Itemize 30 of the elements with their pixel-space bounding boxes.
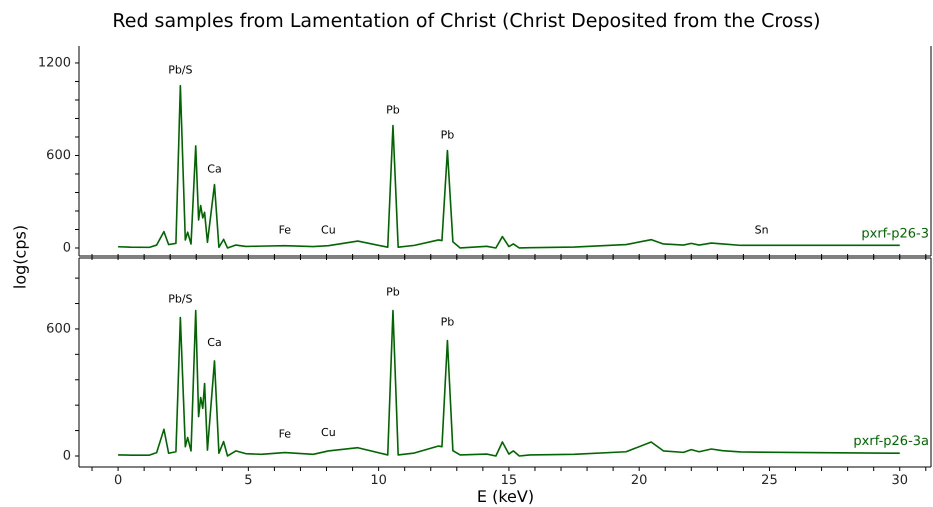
y-axis-title: log(cps) — [10, 224, 30, 290]
series-label: pxrf-p26-3a — [853, 434, 929, 450]
x-tick-label: 30 — [891, 472, 908, 488]
x-tick-label: 10 — [370, 472, 387, 488]
chart-title: Red samples from Lamentation of Christ (Christ Deposited from the Cross) — [111, 10, 822, 32]
annotation: Pb — [386, 104, 400, 117]
annotation: Pb — [440, 316, 454, 329]
y-tick-label: 600 — [46, 148, 71, 164]
annotation: Fe — [278, 224, 292, 237]
x-tick-label: 15 — [500, 472, 518, 488]
x-tick-label: 25 — [761, 472, 778, 488]
series-label: pxrf-p26-3 — [861, 226, 929, 242]
annotation: Ca — [207, 336, 222, 349]
y-tick-label: 0 — [62, 448, 71, 464]
annotation: Ca — [207, 162, 222, 176]
annotation: Sn — [754, 223, 769, 236]
annotation: Pb — [440, 128, 454, 142]
x-tick-label: 5 — [244, 472, 252, 488]
annotation: Fe — [278, 428, 292, 441]
x-axis-title: E (keV) — [476, 487, 536, 506]
annotation: Pb/S — [168, 292, 193, 306]
annotation: Cu — [321, 426, 336, 439]
annotation: Pb/S — [168, 64, 193, 77]
y-tick-label: 0 — [62, 240, 71, 256]
annotation: Pb — [386, 286, 400, 299]
x-tick-label: 0 — [114, 472, 122, 488]
annotation: Cu — [321, 224, 336, 237]
x-tick-label: 20 — [630, 472, 648, 488]
y-tick-label: 600 — [46, 321, 71, 336]
y-tick-label: 1200 — [38, 56, 71, 71]
